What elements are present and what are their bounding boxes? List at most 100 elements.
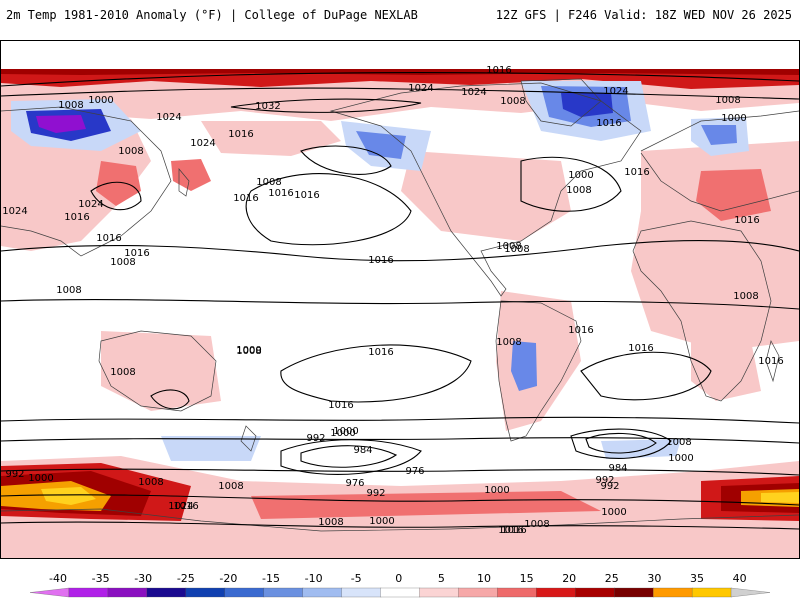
contour-label: 1024 [603, 86, 628, 97]
colorbar-tick-label: -25 [177, 572, 195, 585]
contour-label: 1008 [496, 241, 521, 252]
colorbar-swatch [458, 587, 499, 598]
southern-ocean-cold [161, 436, 261, 461]
contour-label: 1000 [601, 507, 626, 518]
isobar-low-alaska [300, 145, 392, 175]
model-run-info: 12Z GFS | F246 Valid: 18Z WED NOV 26 202… [495, 8, 792, 22]
isobar-low-australia [150, 389, 190, 410]
isobar-1016-antarctic [1, 521, 799, 530]
isobar-low-south-pacific-984 [280, 439, 422, 475]
colorbar-swatch [146, 587, 187, 598]
colorbar-tick-label: -15 [262, 572, 280, 585]
australia-warm [101, 331, 221, 411]
contour-label: 1000 [88, 95, 113, 106]
contour-label: 1008 [318, 517, 343, 528]
contour-label: 1016 [328, 400, 353, 411]
contour-label: 1016 [294, 190, 319, 201]
contour-label: 1000 [568, 170, 593, 181]
colorbar-tick-labels: -40 -35 -30 -25 -20 -15 -10 -5 0 5 10 15 20 25 30 35 40 [49, 572, 747, 585]
colorbar-tick-label: -40 [49, 572, 67, 585]
colorbar-tick-label: 10 [477, 572, 491, 585]
isobar-subtropical-pacific [245, 173, 412, 246]
greenland-outline [520, 78, 602, 127]
south-indian-cold [601, 439, 681, 459]
africa-outline [632, 220, 772, 402]
pressure-contours [1, 72, 799, 530]
isobar-low-asia [90, 181, 142, 211]
colorbar-swatch [536, 587, 576, 598]
contour-label: 1016 [233, 193, 258, 204]
contour-label: 1016 [758, 356, 783, 367]
isobar-1016-south-pacific [280, 344, 472, 403]
contour-label: 1008 [110, 367, 135, 378]
colorbar-swatch [614, 587, 654, 598]
siberia-cold-purple [36, 115, 86, 133]
header: 2m Temp 1981-2010 Anomaly (°F) | College… [0, 0, 800, 38]
australia-outline [98, 330, 217, 412]
antarctic-warm-yellow-west [41, 487, 96, 505]
contour-label: 1016 [96, 233, 121, 244]
new-zealand-outline [240, 425, 257, 452]
isobar-1016-south-indian [580, 351, 712, 401]
contour-label: 1008 [138, 477, 163, 488]
colorbar: -40 -35 -30 -25 -20 -15 -10 -5 0 5 10 15 20 25 30 35 40 [0, 566, 800, 600]
contour-label: 1000 [236, 345, 261, 356]
contour-label: 1016 [624, 167, 649, 178]
contour-label: 1024 [461, 87, 486, 98]
contour-label: 1000 [28, 473, 53, 484]
south-africa-warm [691, 341, 761, 401]
contour-label: 992 [600, 481, 619, 492]
isobar-1016-north [1, 72, 799, 87]
contour-label: 1008 [118, 146, 143, 157]
contour-label: 1008 [500, 96, 525, 107]
japan-outline [178, 168, 190, 197]
contour-label: 1016 [734, 215, 759, 226]
colorbar-swatch [419, 587, 460, 598]
contour-label: 1000 [484, 485, 509, 496]
colorbar-tick-label: 30 [647, 572, 661, 585]
colorbar-tick-label: -5 [351, 572, 362, 585]
contour-label: 1016 [368, 255, 393, 266]
contour-label: 1016 [268, 188, 293, 199]
colorbar-tick-label: 15 [520, 572, 534, 585]
eurasia-outline [1, 106, 799, 257]
antarctic-warm-mid [251, 491, 601, 519]
contour-label: 1000 [369, 516, 394, 527]
contour-label: 992 [366, 488, 385, 499]
contour-label: 1008 [504, 244, 529, 255]
south-america-warm [496, 291, 581, 431]
colorbar-swatch [185, 587, 226, 598]
contour-label: 1000 [668, 453, 693, 464]
contour-label: 1008 [666, 437, 691, 448]
contour-label: 1008 [715, 95, 740, 106]
madagascar-outline [765, 340, 780, 383]
contour-label: 1008 [236, 346, 261, 357]
contour-label: 1024 [156, 112, 181, 123]
antarctica-outline [1, 508, 799, 532]
contour-label: 984 [353, 445, 372, 456]
colorbar-swatch [497, 587, 537, 598]
isobar-1016-south [1, 416, 799, 424]
contour-label: 1016 [228, 129, 253, 140]
contour-label: 976 [405, 466, 424, 477]
colorbar-swatch [730, 587, 771, 598]
contour-label: 1024 [190, 138, 215, 149]
isobar-subtropical-atlantic [520, 156, 622, 212]
contour-label: 1008 [733, 291, 758, 302]
colorbar-swatch [107, 587, 148, 598]
colorbar-swatch [224, 587, 265, 598]
contour-label: 1008 [110, 257, 135, 268]
contour-label: 976 [345, 478, 364, 489]
contour-label: 1008 [524, 519, 549, 530]
contour-label: 1016 [628, 343, 653, 354]
canada-cold-deep [561, 93, 613, 117]
contour-label: 1024 [78, 199, 103, 210]
colorbar-tick-label: -10 [305, 572, 323, 585]
asia-warm-mid [96, 161, 141, 206]
colorbar-canvas: -40 -35 -30 -25 -20 -15 -10 -5 0 5 10 15 20 25 30 35 40 [29, 572, 771, 598]
west-canada-cold-mid [356, 131, 406, 159]
isobar-1016-mid-north [1, 240, 799, 262]
isobar-1024-north [1, 87, 799, 100]
colorbar-swatch [29, 587, 70, 598]
isobar-1008-antarctic [1, 494, 799, 506]
